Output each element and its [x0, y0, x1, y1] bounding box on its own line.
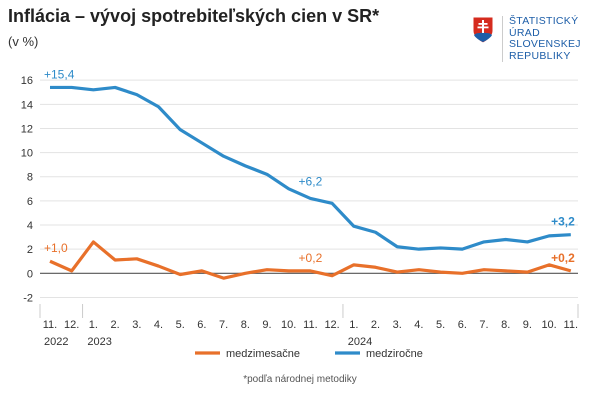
x-tick-label: 11.: [43, 319, 57, 331]
data-label: +0,2: [551, 251, 575, 265]
x-tick-label: 5.: [436, 319, 445, 331]
unit-label: (v %): [8, 34, 39, 49]
y-tick-label: 12: [21, 123, 33, 135]
x-tick-label: 11.: [564, 319, 578, 331]
x-tick-label: 9.: [523, 319, 532, 331]
y-tick-label: 0: [27, 268, 33, 280]
x-tick-label: 7.: [479, 319, 488, 331]
data-label: +3,2: [551, 215, 575, 229]
x-tick-label: 5.: [176, 319, 185, 331]
x-tick-label: 11.: [303, 319, 317, 331]
data-label: +15,4: [44, 67, 75, 81]
y-tick-label: 10: [21, 148, 33, 160]
x-tick-label: 4.: [154, 319, 163, 331]
x-tick-label: 6.: [197, 319, 206, 331]
x-tick-label: 8.: [241, 319, 250, 331]
x-tick-label: 12.: [64, 319, 79, 331]
logo-line: REPUBLIKY: [509, 49, 571, 62]
y-tick-label: -2: [23, 292, 33, 304]
x-tick-label: 12.: [324, 319, 339, 331]
x-tick-label: 6.: [458, 319, 467, 331]
y-tick-label: 14: [21, 99, 33, 111]
x-tick-label: 1.: [89, 319, 98, 331]
x-tick-label: 9.: [262, 319, 271, 331]
x-tick-label: 2.: [111, 319, 120, 331]
year-label: 2024: [348, 336, 372, 348]
logo-line: SLOVENSKEJ: [509, 38, 581, 50]
legend-label: medzimesačne: [226, 348, 300, 360]
x-tick-label: 2.: [371, 319, 380, 331]
y-tick-label: 8: [27, 172, 33, 184]
x-tick-label: 7.: [219, 319, 228, 331]
legend-label: medziročne: [366, 348, 423, 360]
coat-of-arms-icon: [472, 16, 494, 44]
logo: ŠTATISTICKÝ ÚRAD SLOVENSKEJ REPUBLIKY: [472, 15, 581, 62]
logo-line: ÚRAD: [509, 26, 540, 39]
year-label: 2022: [44, 336, 68, 348]
x-tick-label: 3.: [393, 319, 402, 331]
x-tick-label: 8.: [501, 319, 510, 331]
x-tick-label: 3.: [132, 319, 141, 331]
chart-title: Inflácia – vývoj spotrebiteľských cien v…: [8, 6, 380, 26]
x-tick-label: 10.: [541, 319, 556, 331]
y-tick-label: 6: [27, 196, 33, 208]
footnote: *podľa národnej metodiky: [243, 374, 357, 385]
y-tick-label: 2: [27, 244, 33, 256]
data-label: +1,0: [44, 241, 68, 255]
x-tick-label: 10.: [281, 319, 296, 331]
x-tick-label: 1.: [349, 319, 358, 331]
year-label: 2023: [87, 336, 111, 348]
logo-line: ŠTATISTICKÝ: [509, 15, 579, 27]
data-label: +6,2: [299, 174, 323, 188]
y-tick-label: 4: [27, 220, 33, 232]
data-label: +0,2: [299, 251, 323, 265]
y-tick-label: 16: [21, 75, 33, 87]
x-tick-label: 4.: [414, 319, 423, 331]
